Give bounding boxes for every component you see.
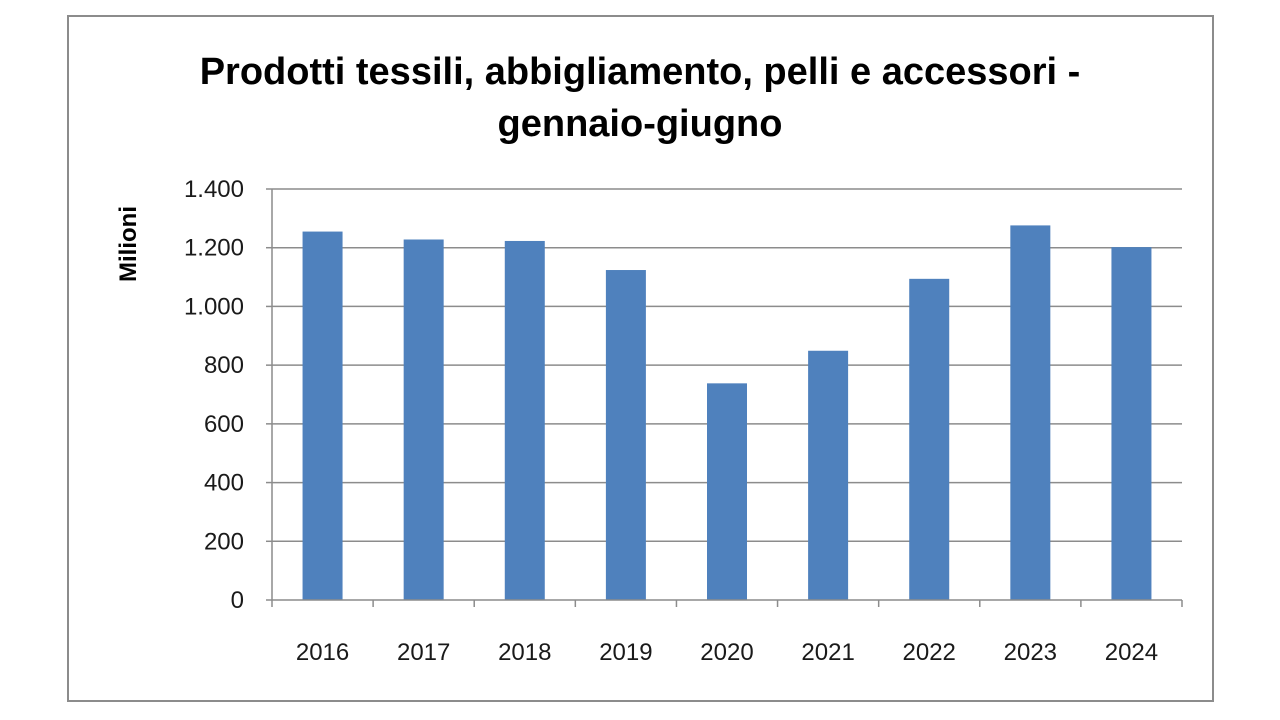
y-tick-label: 0 (231, 587, 244, 614)
y-tick-label: 800 (204, 352, 244, 379)
y-tick-label: 200 (204, 528, 244, 555)
y-tick-label: 600 (204, 411, 244, 438)
y-tick-label: 400 (204, 470, 244, 497)
bar (808, 350, 849, 600)
x-tick-label: 2018 (498, 639, 551, 666)
x-tick-label: 2020 (700, 639, 753, 666)
y-axis-label: Milioni (115, 206, 142, 282)
x-tick-label: 2023 (1004, 639, 1057, 666)
x-tick-label: 2019 (599, 639, 652, 666)
bar (403, 239, 444, 600)
y-tick-label: 1.400 (184, 176, 244, 203)
bar (909, 278, 950, 600)
bar (605, 270, 646, 600)
y-tick-labels: 0 200 400 600 800 1.000 1.200 1.400 (184, 176, 244, 614)
x-tick-label: 2022 (903, 639, 956, 666)
x-tick-label: 2021 (801, 639, 854, 666)
y-tick-label: 1.200 (184, 235, 244, 262)
x-tick-label: 2017 (397, 639, 450, 666)
chart-title-line-1: Prodotti tessili, abbigliamento, pelli e… (200, 51, 1081, 93)
bar (302, 231, 343, 600)
x-tick-labels: 2016 2017 2018 2019 2020 2021 2022 2023 2024 (296, 639, 1158, 666)
bar (707, 383, 747, 600)
y-tick-label: 1.000 (184, 293, 244, 320)
bars (302, 225, 1152, 600)
bar (1010, 225, 1051, 600)
bar (504, 240, 545, 600)
x-tick-label: 2016 (296, 639, 349, 666)
x-tick-label: 2024 (1105, 639, 1158, 666)
chart-title-line-2: gennaio-giugno (498, 103, 783, 145)
bar (1111, 247, 1152, 600)
axes (266, 188, 1183, 607)
